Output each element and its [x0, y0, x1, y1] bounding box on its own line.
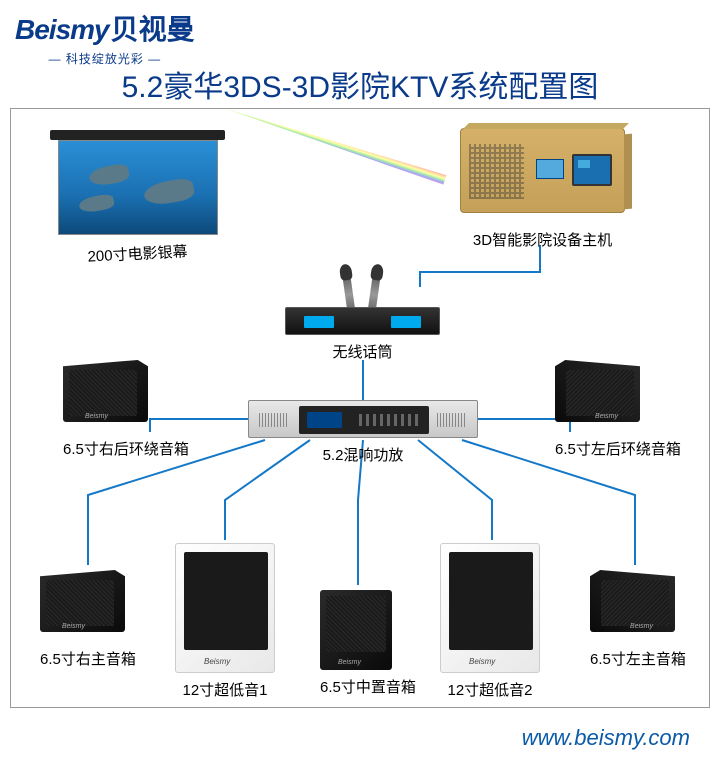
diagram-title: 5.2豪华3DS-3D影院KTV系统配置图: [0, 62, 720, 106]
node-sub2: Beismy 12寸超低音2: [440, 543, 540, 700]
speaker-graphic: Beismy: [555, 360, 640, 432]
surround-right-label: 6.5寸右后环绕音箱: [63, 438, 189, 459]
website-url: www.beismy.com: [522, 725, 690, 751]
logo-text-cn: 贝视曼: [111, 8, 195, 48]
sub1-label: 12寸超低音1: [175, 679, 275, 700]
amp-label: 5.2混响功放: [248, 444, 478, 465]
brand-logo: Beismy贝视曼 — 科技绽放光彩 —: [15, 8, 195, 67]
screen-graphic: [50, 130, 225, 245]
mic-graphic: [285, 280, 440, 335]
projector-graphic: [460, 128, 625, 223]
node-surround-right: Beismy 6.5寸右后环绕音箱: [63, 360, 189, 459]
mic-label: 无线话筒: [285, 341, 440, 362]
speaker-graphic: Beismy: [40, 570, 125, 642]
logo-text-en: Beismy: [15, 14, 109, 45]
subwoofer-graphic: Beismy: [175, 543, 275, 673]
main-left-label: 6.5寸左主音箱: [590, 648, 686, 669]
node-projector: 3D智能影院设备主机: [460, 128, 625, 250]
node-main-right: Beismy 6.5寸右主音箱: [40, 570, 136, 669]
projector-label: 3D智能影院设备主机: [460, 229, 625, 250]
center-speaker-graphic: Beismy: [320, 590, 392, 670]
center-label: 6.5寸中置音箱: [320, 676, 416, 697]
amp-graphic: [248, 400, 478, 438]
sub2-label: 12寸超低音2: [440, 679, 540, 700]
node-main-left: Beismy 6.5寸左主音箱: [590, 570, 686, 669]
node-sub1: Beismy 12寸超低音1: [175, 543, 275, 700]
node-mic: 无线话筒: [285, 280, 440, 362]
main-right-label: 6.5寸右主音箱: [40, 648, 136, 669]
node-center: Beismy 6.5寸中置音箱: [320, 590, 416, 697]
speaker-graphic: Beismy: [63, 360, 148, 432]
node-amp: 5.2混响功放: [248, 400, 478, 465]
speaker-graphic: Beismy: [590, 570, 675, 642]
node-screen: 200寸电影银幕: [50, 130, 225, 264]
subwoofer-graphic: Beismy: [440, 543, 540, 673]
node-surround-left: Beismy 6.5寸左后环绕音箱: [555, 360, 681, 459]
surround-left-label: 6.5寸左后环绕音箱: [555, 438, 681, 459]
